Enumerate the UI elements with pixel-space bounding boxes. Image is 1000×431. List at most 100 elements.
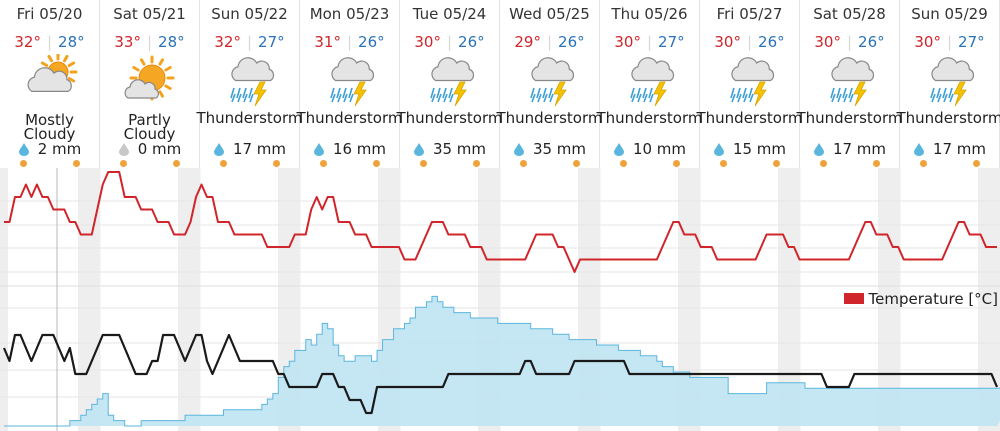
max-temp: 30°: [714, 33, 741, 51]
min-temp: 26°: [358, 33, 385, 51]
day-date: Mon 05/23: [309, 5, 390, 23]
thunderstorm-icon: [322, 54, 378, 108]
day-temps: 30° | 26°: [814, 33, 885, 51]
day-card[interactable]: Mon 05/23 31° | 26° Thunderstorm 16 mm: [297, 0, 403, 168]
sun-icon: [473, 160, 480, 167]
day-date: Sat 05/21: [113, 5, 186, 23]
sun-icon: [673, 160, 680, 167]
min-temp: 28°: [158, 33, 185, 51]
forecast-chart: [0, 168, 1000, 431]
precip-amount: 0 mm: [137, 140, 182, 158]
raindrop-icon: [913, 142, 925, 160]
temperature-swatch: [843, 293, 864, 304]
day-card[interactable]: Fri 05/20 32° | 28° Mostly Cloudy 2 mm: [0, 0, 100, 168]
day-card[interactable]: Sun 05/22 32° | 27° Thunderstorm 17 mm: [197, 0, 303, 168]
sun-icon: [73, 160, 80, 167]
condition: Thunderstorm: [396, 109, 503, 127]
cloud-cover-line: [4, 295, 1000, 427]
sun-icon: [273, 160, 280, 167]
day-date: Sun 05/29: [911, 5, 988, 23]
thunderstorm-icon: [522, 54, 578, 108]
precip: 35 mm: [500, 140, 599, 160]
day-date: Fri 05/20: [16, 5, 83, 23]
day-temps: 33° | 28°: [114, 33, 185, 51]
min-temp: 26°: [758, 33, 785, 51]
sun-icon: [820, 160, 827, 167]
sun-icon: [973, 160, 980, 167]
sun-icon: [620, 160, 627, 167]
max-temp: 30°: [414, 33, 441, 51]
raindrop-icon: [213, 142, 225, 160]
day-card[interactable]: Sat 05/21 33° | 28° Partly Cloudy 0 mm: [100, 0, 200, 168]
raindrop-icon: [513, 142, 525, 160]
day-card[interactable]: Tue 05/24 30° | 26° Thunderstorm 35 mm: [397, 0, 503, 168]
precip: 10 mm: [600, 140, 699, 160]
legend: Temperature [°C]: [843, 290, 998, 308]
thunderstorm-icon: [622, 54, 678, 108]
day-temps: 30° | 27°: [914, 33, 985, 51]
max-temp: 30°: [914, 33, 941, 51]
condition: Thunderstorm: [596, 109, 703, 127]
sun-icon: [520, 160, 527, 167]
day-temps: 30° | 26°: [414, 33, 485, 51]
partly-cloudy-icon: [122, 54, 178, 108]
sun-icon: [220, 160, 227, 167]
thunderstorm-icon: [422, 54, 478, 108]
day-temps: 32° | 28°: [14, 33, 85, 51]
raindrop-icon: [813, 142, 825, 160]
thunderstorm-icon: [822, 54, 878, 108]
condition: Thunderstorm: [496, 109, 603, 127]
precip-amount: 15 mm: [732, 140, 787, 158]
condition: Thunderstorm: [796, 109, 903, 127]
precip: 15 mm: [700, 140, 799, 160]
precip-amount: 2 mm: [37, 140, 82, 158]
sun-icon: [573, 160, 580, 167]
day-date: Fri 05/27: [716, 5, 783, 23]
precip: 2 mm: [0, 140, 99, 160]
day-card[interactable]: Sun 05/29 30° | 27° Thunderstorm 17 mm: [897, 0, 1000, 168]
min-temp: 26°: [858, 33, 885, 51]
sun-icon: [20, 160, 27, 167]
precip: 35 mm: [400, 140, 499, 160]
max-temp: 32°: [14, 33, 41, 51]
condition-line1: Partly: [128, 111, 171, 129]
sun-icon: [373, 160, 380, 167]
precip-amount: 16 mm: [332, 140, 387, 158]
precip-amount: 17 mm: [832, 140, 887, 158]
precip-amount: 35 mm: [532, 140, 587, 158]
sun-icon: [173, 160, 180, 167]
daily-forecast-strip: Fri 05/20 32° | 28° Mostly Cloudy 2 mm Sat …: [0, 0, 1000, 168]
night-band: [78, 168, 94, 431]
sun-icon: [773, 160, 780, 167]
night-band: [978, 168, 1000, 431]
thunderstorm-icon: [922, 54, 978, 108]
night-band: [178, 168, 194, 431]
condition-line2: Cloudy: [23, 125, 76, 143]
precip: 0 mm: [100, 140, 199, 160]
sun-icon: [120, 160, 127, 167]
max-temp: 30°: [614, 33, 641, 51]
day-temps: 32° | 27°: [214, 33, 285, 51]
thunderstorm-icon: [722, 54, 778, 108]
sun-icon: [873, 160, 880, 167]
sun-icon: [320, 160, 327, 167]
condition-line2: Cloudy: [123, 125, 176, 143]
precip-amount: 17 mm: [932, 140, 987, 158]
day-card[interactable]: Thu 05/26 30° | 27° Thunderstorm 10 mm: [597, 0, 703, 168]
day-card[interactable]: Fri 05/27 30° | 26° Thunderstorm 15 mm: [697, 0, 803, 168]
day-card[interactable]: Sat 05/28 30° | 26° Thunderstorm 17 mm: [797, 0, 903, 168]
condition-line1: Mostly: [25, 111, 74, 129]
precip-amount: 17 mm: [232, 140, 287, 158]
precip: 17 mm: [800, 140, 899, 160]
day-card[interactable]: Wed 05/25 29° | 26° Thunderstorm 35 mm: [497, 0, 603, 168]
day-date: Sun 05/22: [211, 5, 288, 23]
day-temps: 30° | 27°: [614, 33, 685, 51]
min-temp: 28°: [58, 33, 85, 51]
precip-amount: 10 mm: [632, 140, 687, 158]
mostly-cloudy-icon: [22, 52, 78, 108]
night-band: [0, 168, 8, 431]
raindrop-icon: [613, 142, 625, 160]
precip: 17 mm: [900, 140, 999, 160]
condition: Partly Cloudy: [92, 111, 207, 143]
day-date: Tue 05/24: [412, 5, 487, 23]
